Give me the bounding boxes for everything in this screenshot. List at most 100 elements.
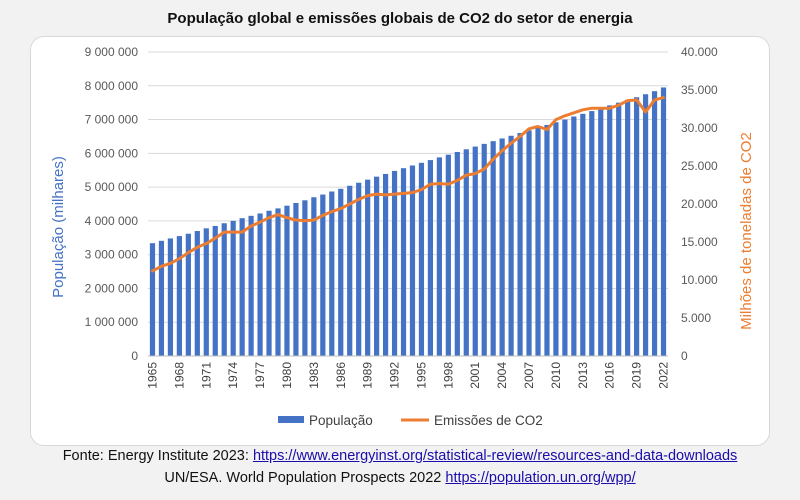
y-tick-label: 2 000 000 <box>85 281 139 295</box>
y-tick-label: 1 000 000 <box>85 315 139 329</box>
un-population-link[interactable]: https://population.un.org/wpp/ <box>445 470 636 486</box>
x-tick-label: 2007 <box>522 362 536 389</box>
source-line-1: Fonte: Energy Institute 2023: https://ww… <box>0 448 800 464</box>
population-bars <box>149 87 667 357</box>
x-tick-label: 1983 <box>307 362 321 389</box>
x-tick-label: 1980 <box>280 362 294 389</box>
population-bar <box>598 108 604 356</box>
population-bar <box>239 218 245 356</box>
population-bar <box>320 194 326 356</box>
x-tick-label: 2001 <box>468 362 482 389</box>
y-tick-label: 6 000 000 <box>85 146 139 160</box>
population-bar <box>293 202 299 356</box>
y2-axis-label: Milhões de toneladas de CO2 <box>738 132 755 330</box>
population-bar <box>472 146 478 356</box>
population-bar <box>257 213 263 356</box>
x-tick-label: 1971 <box>199 362 213 389</box>
population-bar <box>167 238 174 356</box>
population-bar <box>454 151 460 356</box>
y2-tick-label: 35.000 <box>681 83 718 97</box>
population-bar <box>616 102 622 357</box>
population-bar <box>158 240 165 356</box>
population-bar <box>391 170 398 356</box>
x-tick-label: 1968 <box>172 362 186 389</box>
population-bar <box>660 87 667 356</box>
population-bar <box>463 149 469 356</box>
x-tick-label: 2022 <box>657 362 671 389</box>
legend: População Emissões de CO2 <box>278 413 543 428</box>
population-bar <box>553 122 559 356</box>
x-tick-label: 1965 <box>146 362 160 389</box>
x-tick-label: 1986 <box>334 362 348 389</box>
population-bar <box>284 205 290 356</box>
x-tick-label: 2010 <box>549 362 563 389</box>
legend-population-swatch <box>278 416 304 423</box>
population-bar <box>445 154 451 356</box>
source-prefix-2: UN/ESA. World Population Prospects 2022 <box>164 470 446 486</box>
population-bar <box>427 160 434 356</box>
population-bar <box>562 119 568 356</box>
source-line-2: UN/ESA. World Population Prospects 2022 … <box>0 470 800 486</box>
population-bar <box>651 91 658 356</box>
population-bar <box>302 200 308 356</box>
x-tick-label: 1992 <box>388 362 402 389</box>
population-bar <box>409 165 416 356</box>
population-bar <box>311 197 317 356</box>
population-bar <box>230 220 236 356</box>
x-tick-label: 1977 <box>253 362 267 389</box>
population-bar <box>149 243 156 356</box>
population-bar <box>526 130 532 356</box>
population-bar <box>499 138 505 356</box>
y-axis-label: População (milhares) <box>50 156 67 298</box>
co2-emissions-line <box>151 96 665 273</box>
population-bar <box>490 141 496 356</box>
population-bar <box>535 127 541 356</box>
population-bar <box>203 228 209 356</box>
population-bar <box>400 168 407 356</box>
population-bar <box>347 185 353 356</box>
population-bar <box>275 208 281 356</box>
y2-tick-label: 40.000 <box>681 45 718 59</box>
population-bar <box>544 124 550 357</box>
chart-title: População global e emissões globais de C… <box>167 10 633 27</box>
y-tick-label: 7 000 000 <box>85 113 139 127</box>
population-bar <box>248 215 254 356</box>
x-tick-label: 2013 <box>576 362 590 389</box>
population-bar <box>580 113 586 357</box>
legend-population-label: População <box>309 413 373 428</box>
population-bar <box>625 99 631 356</box>
population-bar <box>508 135 514 356</box>
x-tick-label: 2016 <box>603 362 617 389</box>
chart-svg: 0 1 000 000 2 000 000 3 000 000 4 000 000 5 0… <box>50 45 755 428</box>
population-bar <box>374 176 380 356</box>
population-bar <box>634 97 640 357</box>
population-bar <box>329 191 335 356</box>
y2-tick-label: 10.000 <box>681 273 718 287</box>
population-bar <box>589 111 595 356</box>
y-tick-label: 3 000 000 <box>85 248 139 262</box>
y2-tick-label: 30.000 <box>681 121 718 135</box>
x-tick-label: 1989 <box>361 362 375 389</box>
x-tick-label: 1995 <box>414 362 428 389</box>
population-bar <box>517 133 523 356</box>
y2-tick-label: 0 <box>681 349 688 363</box>
population-bar <box>642 94 649 356</box>
y-tick-label: 5 000 000 <box>85 180 139 194</box>
x-tick-label: 2004 <box>495 362 509 389</box>
y-tick-label: 4 000 000 <box>85 214 139 228</box>
population-bar <box>221 223 227 356</box>
population-bar <box>436 157 442 356</box>
population-bar <box>185 233 191 356</box>
y-tick-label: 0 <box>131 349 138 363</box>
x-tick-label: 1974 <box>226 362 240 389</box>
axis-labels: 0 1 000 000 2 000 000 3 000 000 4 000 000 5 0… <box>85 45 718 389</box>
x-tick-label: 1998 <box>441 362 455 389</box>
source-prefix-1: Fonte: Energy Institute 2023: <box>62 448 253 464</box>
population-bar <box>194 231 200 356</box>
y2-tick-label: 25.000 <box>681 159 718 173</box>
population-bar <box>382 173 389 356</box>
population-bar <box>607 105 613 356</box>
y2-tick-label: 20.000 <box>681 197 718 211</box>
population-bar <box>212 225 218 356</box>
energy-institute-link[interactable]: https://www.energyinst.org/statistical-r… <box>252 448 738 464</box>
